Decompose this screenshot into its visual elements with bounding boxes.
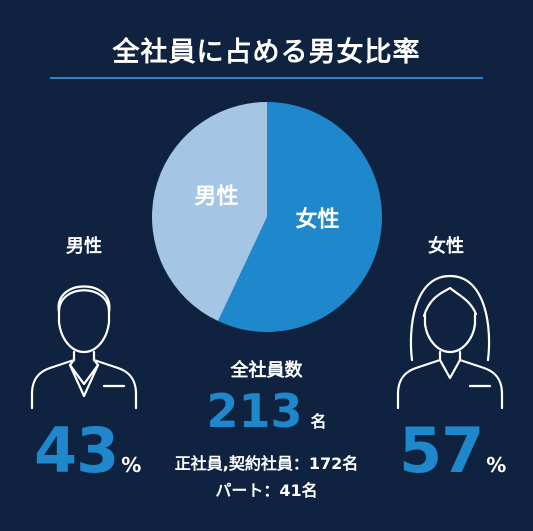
female-percent-value: 57 <box>399 414 484 487</box>
female-label: 女性 <box>428 236 464 257</box>
regular-contract-count: 正社員,契約社員：172名 <box>174 454 359 473</box>
female-person-icon <box>396 274 504 410</box>
female-percentage: 57% <box>399 420 506 482</box>
total-employees-value: 213 <box>206 384 303 438</box>
gender-pie-chart: 女性 男性 <box>151 101 382 332</box>
total-employees-unit: 名 <box>310 412 327 431</box>
male-label: 男性 <box>66 236 102 257</box>
pie-slice-female <box>218 102 382 332</box>
male-percentage: 43% <box>34 420 141 482</box>
male-percent-unit: % <box>121 453 142 477</box>
pie-label-female: 女性 <box>295 206 339 232</box>
part-time-count: パート：41名 <box>215 481 318 500</box>
title-divider <box>50 77 483 79</box>
male-person-icon <box>30 285 138 410</box>
pie-label-male: 男性 <box>194 185 238 210</box>
pie-slice-male <box>151 101 267 322</box>
page-title: 全社員に占める男女比率 <box>112 37 421 68</box>
male-percent-value: 43 <box>34 414 119 487</box>
total-employees-label: 全社員数 <box>230 360 303 381</box>
female-percent-unit: % <box>486 453 507 477</box>
total-employees: 213 名 <box>0 388 533 434</box>
